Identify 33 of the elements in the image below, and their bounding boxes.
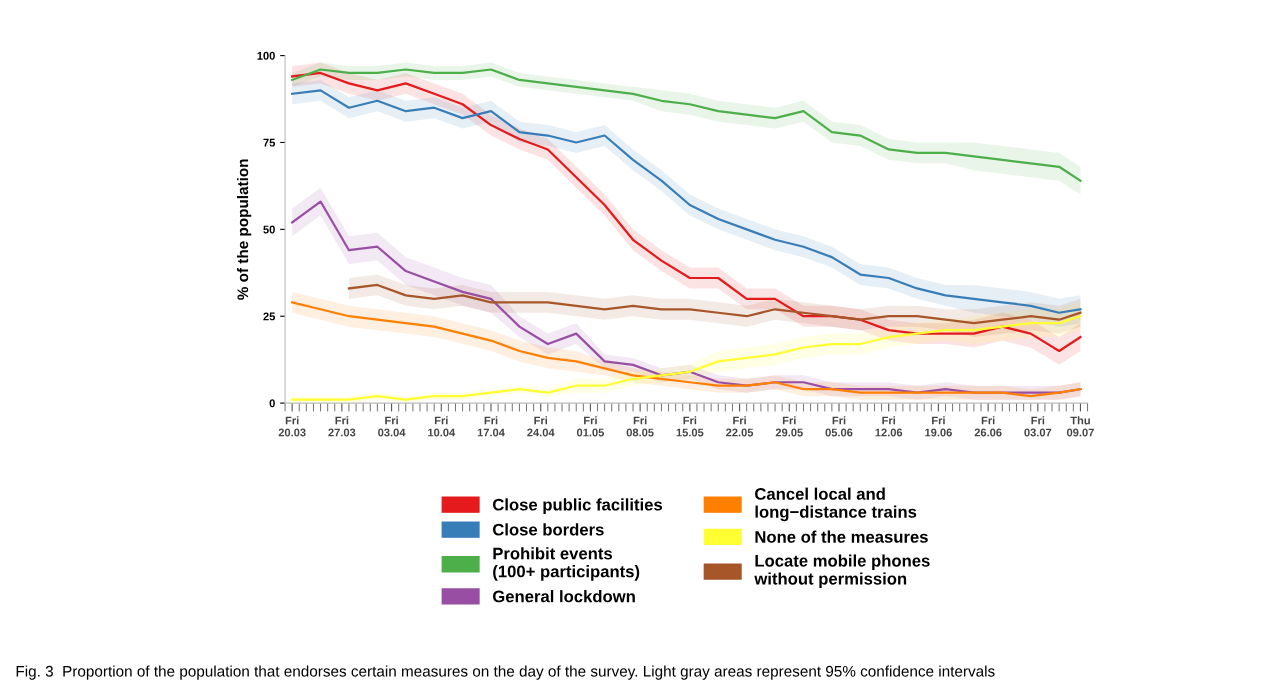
x-tick-label: Fri 26.06 (974, 416, 1002, 437)
y-tick-label: 50 (263, 225, 275, 234)
x-tick-label: Fri 19.06 (925, 416, 952, 437)
y-tick-label: 75 (263, 138, 276, 147)
line-series (291, 315, 1082, 401)
y-axis-title: % of the population (236, 159, 252, 300)
x-tick-label: Fri 22.05 (726, 416, 754, 437)
y-tick-label: 25 (263, 312, 276, 321)
line-series (347, 283, 1082, 325)
x-tick-label: Fri 17.04 (477, 416, 505, 437)
y-tick-label: 0 (269, 399, 275, 408)
x-tick-label: Fri 10.04 (428, 416, 456, 437)
caption: Fig. 3 Proportion of the population that endorses certain measures on the day of the survey. Light gray areas represent 95% confidence intervals (16, 665, 995, 680)
x-tick-label: Fri 15.05 (676, 416, 704, 437)
legend-label: Cancel local and long−distance trains (755, 487, 917, 522)
x-tick-label: Fri 27.03 (328, 416, 356, 437)
legend-label: Close public facilities (492, 498, 663, 514)
legend-label: Locate mobile phones without permission (754, 554, 930, 588)
legend-label: General lockdown (492, 590, 635, 603)
x-tick-label: Fri 03.07 (1024, 416, 1052, 437)
legend-label: Close borders (492, 523, 604, 536)
x-tick-label: Thu 09.07 (1066, 416, 1094, 437)
x-tick-label: Fri 12.06 (875, 416, 903, 437)
x-tick-label: Fri 29.05 (775, 416, 803, 437)
x-tick-label: Fri 08.05 (626, 416, 654, 437)
legend-label: None of the measures (755, 530, 928, 543)
x-tick-label: Fri 20.03 (278, 416, 306, 437)
x-tick-label: Fri 05.06 (825, 416, 853, 437)
x-tick-label: Fri 03.04 (378, 416, 406, 437)
x-tick-label: Fri 24.04 (527, 416, 555, 437)
legend-label: Prohibit events (100+ participants) (493, 547, 640, 581)
x-tick-label: Fri 01.05 (576, 416, 605, 437)
y-tick-label: 100 (257, 51, 275, 60)
